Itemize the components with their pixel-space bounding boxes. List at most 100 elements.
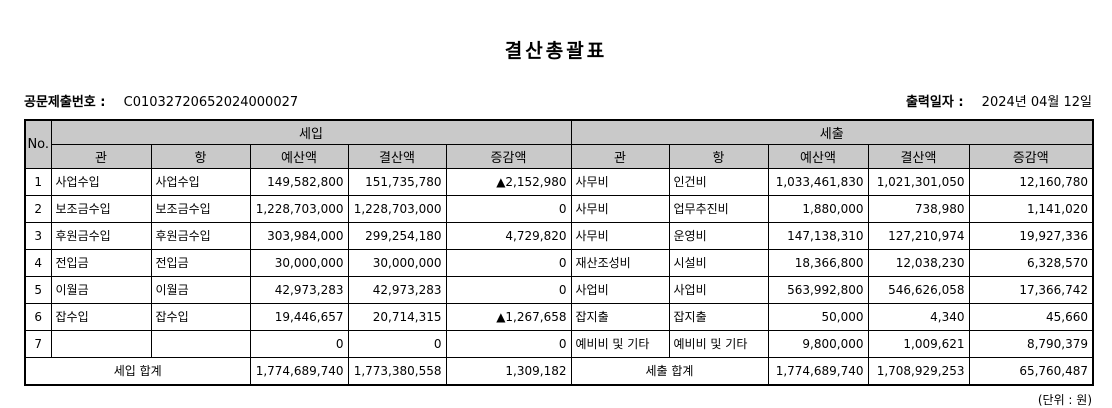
print-date-group: 출력일자 : 2024년 04월 12일 bbox=[906, 91, 1092, 110]
row-no: 1 bbox=[24, 167, 52, 196]
table-row: 5 이월금 이월금 42,973,283 42,973,283 0 사업비 사업비 563,99… bbox=[24, 275, 1094, 304]
doc-number-label: 공문제출번호 : bbox=[24, 95, 106, 110]
table-row: 2 보조금수입 보조금수입 1,228,703,000 1,228,703,000 0 사무… bbox=[24, 194, 1094, 223]
col-header-expense-4: 증감액 bbox=[968, 143, 1094, 169]
doc-number-value: C01032720652024000027 bbox=[123, 95, 299, 110]
header-group-row: No. 세입 세출 bbox=[24, 119, 1094, 169]
revenue-settlement-cell: 1,228,703,000 bbox=[347, 194, 447, 223]
expense-settlement-cell: 4,340 bbox=[867, 302, 970, 331]
row-no: 5 bbox=[24, 275, 52, 304]
expense-budget-cell: 147,138,310 bbox=[767, 221, 869, 250]
revenue-hang-cell bbox=[150, 329, 251, 358]
revenue-budget-cell: 19,446,657 bbox=[249, 302, 349, 331]
expense-settlement-cell: 1,009,621 bbox=[867, 329, 970, 358]
expense-total-settlement: 1,708,929,253 bbox=[867, 356, 970, 386]
col-header-expense-3: 결산액 bbox=[867, 143, 970, 169]
revenue-budget-cell: 149,582,800 bbox=[249, 167, 349, 196]
expense-gwan-cell: 사무비 bbox=[570, 221, 670, 250]
revenue-gwan-cell: 전입금 bbox=[50, 248, 152, 277]
revenue-settlement-cell: 42,973,283 bbox=[347, 275, 447, 304]
unit-note: (단위 : 원) bbox=[1037, 393, 1092, 407]
row-no: 4 bbox=[24, 248, 52, 277]
expense-budget-cell: 50,000 bbox=[767, 302, 869, 331]
revenue-hang-cell: 전입금 bbox=[150, 248, 251, 277]
col-header-expense-1: 항 bbox=[668, 143, 769, 169]
revenue-budget-cell: 303,984,000 bbox=[249, 221, 349, 250]
revenue-hang-cell: 보조금수입 bbox=[150, 194, 251, 223]
expense-budget-cell: 9,800,000 bbox=[767, 329, 869, 358]
col-group-expense: 세출 bbox=[570, 119, 1094, 145]
revenue-gwan-cell: 후원금수입 bbox=[50, 221, 152, 250]
row-no: 2 bbox=[24, 194, 52, 223]
col-header-revenue-2: 예산액 bbox=[249, 143, 349, 169]
expense-gwan-cell: 잡지출 bbox=[570, 302, 670, 331]
meta-row: 공문제출번호 : C01032720652024000027 출력일자 : 20… bbox=[24, 91, 1092, 110]
revenue-hang-cell: 사업수입 bbox=[150, 167, 251, 196]
revenue-hang-cell: 잡수입 bbox=[150, 302, 251, 331]
revenue-gwan-cell: 이월금 bbox=[50, 275, 152, 304]
expense-hang-cell: 인건비 bbox=[668, 167, 769, 196]
expense-settlement-cell: 12,038,230 bbox=[867, 248, 970, 277]
expense-total-diff: 65,760,487 bbox=[968, 356, 1094, 386]
revenue-hang-cell: 후원금수입 bbox=[150, 221, 251, 250]
revenue-settlement-cell: 30,000,000 bbox=[347, 248, 447, 277]
revenue-gwan-cell: 보조금수입 bbox=[50, 194, 152, 223]
expense-hang-cell: 잡지출 bbox=[668, 302, 769, 331]
revenue-budget-cell: 1,228,703,000 bbox=[249, 194, 349, 223]
expense-gwan-cell: 재산조성비 bbox=[570, 248, 670, 277]
expense-total-label: 세출 합계 bbox=[570, 356, 769, 386]
revenue-diff-cell: 0 bbox=[445, 194, 572, 223]
revenue-total-diff: 1,309,182 bbox=[445, 356, 572, 386]
row-no: 6 bbox=[24, 302, 52, 331]
revenue-total-budget: 1,774,689,740 bbox=[249, 356, 349, 386]
expense-gwan-cell: 사무비 bbox=[570, 167, 670, 196]
expense-diff-cell: 6,328,570 bbox=[968, 248, 1094, 277]
expense-gwan-cell: 사무비 bbox=[570, 194, 670, 223]
revenue-diff-cell: 4,729,820 bbox=[445, 221, 572, 250]
revenue-diff-cell: ▲2,152,980 bbox=[445, 167, 572, 196]
col-header-revenue-4: 증감액 bbox=[445, 143, 572, 169]
revenue-diff-cell: 0 bbox=[445, 275, 572, 304]
expense-settlement-cell: 546,626,058 bbox=[867, 275, 970, 304]
row-no: 3 bbox=[24, 221, 52, 250]
expense-diff-cell: 8,790,379 bbox=[968, 329, 1094, 358]
print-date-value: 2024년 04월 12일 bbox=[981, 95, 1092, 110]
col-header-expense-0: 관 bbox=[570, 143, 670, 169]
header-sub-row: 관 항 예산액 결산액 증감액 관 항 예산액 결산액 증감액 bbox=[25, 143, 1094, 169]
revenue-diff-cell: 0 bbox=[445, 329, 572, 358]
table-row: 7 0 0 0 예비비 및 기타 예비비 및 기타 9,800,000 1,009,621 8,… bbox=[24, 329, 1094, 358]
expense-settlement-cell: 127,210,974 bbox=[867, 221, 970, 250]
revenue-total-label: 세입 합계 bbox=[24, 356, 251, 386]
table-row: 1 사업수입 사업수입 149,582,800 151,735,780 ▲2,152,98… bbox=[24, 167, 1094, 196]
expense-budget-cell: 563,992,800 bbox=[767, 275, 869, 304]
expense-gwan-cell: 예비비 및 기타 bbox=[570, 329, 670, 358]
expense-gwan-cell: 사업비 bbox=[570, 275, 670, 304]
expense-diff-cell: 1,141,020 bbox=[968, 194, 1094, 223]
page-title: 결산총괄표 bbox=[504, 40, 608, 62]
revenue-gwan-cell: 사업수입 bbox=[50, 167, 152, 196]
settlement-summary-table: No. 세입 세출 관 항 예산액 결산액 증감액 관 항 예산액 결산액 증감액 1 사업수입 사업… bbox=[24, 119, 1095, 386]
revenue-settlement-cell: 299,254,180 bbox=[347, 221, 447, 250]
expense-diff-cell: 17,366,742 bbox=[968, 275, 1094, 304]
table-row: 6 잡수입 잡수입 19,446,657 20,714,315 ▲1,267,658 잡지출… bbox=[24, 302, 1094, 331]
expense-settlement-cell: 738,980 bbox=[867, 194, 970, 223]
col-header-no: No. bbox=[24, 119, 52, 169]
col-group-revenue: 세입 bbox=[50, 119, 572, 145]
expense-budget-cell: 1,880,000 bbox=[767, 194, 869, 223]
expense-diff-cell: 12,160,780 bbox=[968, 167, 1094, 196]
revenue-budget-cell: 30,000,000 bbox=[249, 248, 349, 277]
revenue-gwan-cell bbox=[50, 329, 152, 358]
expense-hang-cell: 사업비 bbox=[668, 275, 769, 304]
col-header-revenue-1: 항 bbox=[150, 143, 251, 169]
revenue-budget-cell: 0 bbox=[249, 329, 349, 358]
totals-row: 세입 합계 1,774,689,740 1,773,380,558 1,309,… bbox=[24, 356, 1094, 386]
row-no: 7 bbox=[24, 329, 52, 358]
revenue-diff-cell: 0 bbox=[445, 248, 572, 277]
table-row: 4 전입금 전입금 30,000,000 30,000,000 0 재산조성비 시설비 18,3… bbox=[24, 248, 1094, 277]
revenue-hang-cell: 이월금 bbox=[150, 275, 251, 304]
revenue-settlement-cell: 151,735,780 bbox=[347, 167, 447, 196]
expense-settlement-cell: 1,021,301,050 bbox=[867, 167, 970, 196]
expense-hang-cell: 예비비 및 기타 bbox=[668, 329, 769, 358]
expense-hang-cell: 운영비 bbox=[668, 221, 769, 250]
